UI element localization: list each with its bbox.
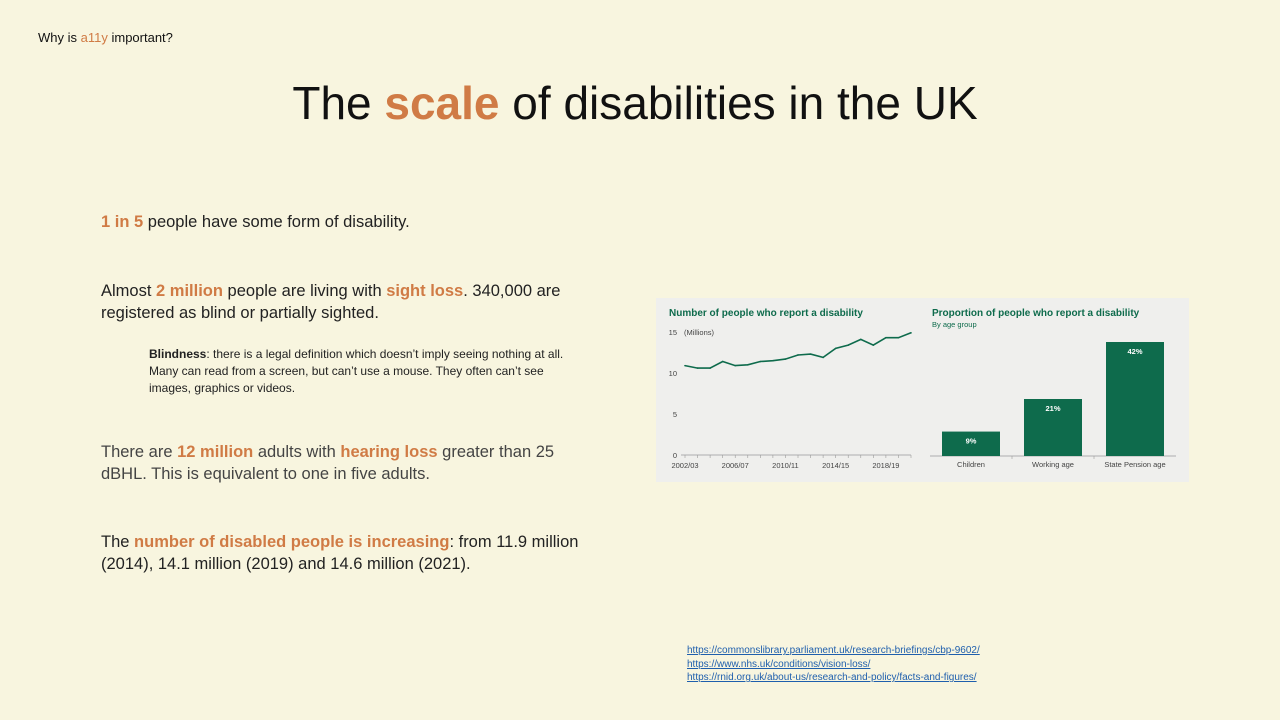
p3-text-2: adults with (253, 443, 341, 461)
source-links: https://commonslibrary.parliament.uk/res… (687, 644, 980, 685)
line-y-tick-label: 5 (673, 410, 677, 419)
line-y-axis-label: (Millions) (684, 328, 715, 337)
line-y-tick-label: 10 (669, 369, 677, 378)
line-point (721, 360, 724, 363)
line-x-tick-label: 2002/03 (671, 461, 698, 470)
line-point (784, 358, 787, 360)
line-point (772, 359, 774, 362)
line-point (885, 336, 887, 339)
line-point (809, 353, 812, 355)
bar-chart-title: Proportion of people who report a disabi… (932, 308, 1140, 319)
line-y-tick-label: 15 (669, 328, 677, 337)
line-point (910, 332, 912, 334)
line-point (684, 364, 686, 367)
title-before: The (292, 77, 385, 129)
line-point (834, 347, 837, 350)
header-note: Why is a11y important? (38, 30, 173, 45)
p4-text-1: The (101, 533, 135, 551)
line-point (872, 344, 875, 346)
line-point (797, 354, 799, 356)
bar-data-label: 21% (1045, 404, 1060, 413)
source-link-rnid[interactable]: https://rnid.org.uk/about-us/research-an… (687, 672, 977, 683)
p4-highlight-1: number of disabled people is increasing (134, 533, 450, 551)
paragraph-disability-ratio: 1 in 5 people have some form of disabili… (101, 211, 581, 233)
p2-text-3: . 340,000 are registered as blind or par… (101, 282, 561, 322)
p2-highlight-1: 2 million (156, 282, 223, 300)
title-after: of disabilities in the UK (499, 77, 978, 129)
line-point (847, 344, 850, 346)
p2-highlight-2: sight loss (386, 282, 464, 300)
slide-title: The scale of disabilities in the UK (0, 76, 1270, 130)
bar-data-label: 9% (966, 437, 977, 446)
line-point (734, 364, 737, 367)
bar-category-label: Working age (1032, 460, 1074, 469)
title-highlight: scale (384, 77, 500, 129)
p3-text-3: greater than 25 dBHL. This is equivalent… (101, 443, 555, 483)
line-point (897, 336, 900, 339)
line-point (709, 367, 711, 369)
p2-text-1: Almost (101, 282, 157, 300)
p3-text-1: There are (101, 443, 178, 461)
bar-category-label: State Pension age (1104, 460, 1165, 469)
note-bold: Blindness (149, 347, 207, 361)
p3-highlight-1: 12 million (177, 443, 254, 461)
paragraph-hearing-loss: There are 12 million adults with hearing… (101, 441, 581, 485)
bar-children (942, 431, 1000, 456)
p3-highlight-2: hearing loss (340, 443, 438, 461)
bar-working-age (1024, 399, 1082, 456)
p1-highlight: 1 in 5 (101, 213, 144, 231)
line-y-tick-label: 0 (673, 451, 677, 460)
p1-rest: people have some form of disability. (143, 213, 410, 231)
paragraph-sight-loss: Almost 2 million people are living with … (101, 280, 581, 324)
bar-chart-subtitle: By age group (932, 320, 977, 329)
line-x-tick-label: 2018/19 (872, 461, 899, 470)
line-point (746, 364, 749, 366)
paragraph-increasing: The number of disabled people is increas… (101, 531, 581, 575)
line-point (696, 367, 699, 369)
source-link-nhs[interactable]: https://www.nhs.uk/conditions/vision-los… (687, 658, 871, 670)
line-point (759, 360, 762, 363)
line-series-disability-count (684, 332, 912, 369)
line-x-tick-label: 2006/07 (722, 461, 749, 470)
blindness-note: Blindness: there is a legal definition w… (149, 346, 569, 397)
p2-text-2: people are living with (222, 282, 387, 300)
line-point (822, 356, 824, 359)
line-x-tick-label: 2014/15 (822, 461, 849, 470)
bar-state-pension-age (1106, 342, 1164, 456)
charts-svg: Number of people who report a disability… (669, 308, 1176, 470)
line-x-tick-label: 2010/11 (772, 461, 799, 470)
bar-category-label: Children (957, 460, 985, 469)
line-chart-title: Number of people who report a disability (669, 308, 863, 319)
chart-panel: Number of people who report a disability… (656, 298, 1189, 482)
line-point (859, 338, 862, 341)
header-prefix: Why is (38, 30, 81, 45)
bar-data-label: 42% (1127, 347, 1142, 356)
p4-text-2: : from 11.9 million (2014), 14.1 million… (101, 533, 579, 573)
note-text: : there is a legal definition which does… (149, 347, 564, 395)
header-suffix: important? (107, 30, 173, 45)
source-link-commonslibrary[interactable]: https://commonslibrary.parliament.uk/res… (687, 645, 980, 656)
header-highlight: a11y (80, 30, 108, 45)
